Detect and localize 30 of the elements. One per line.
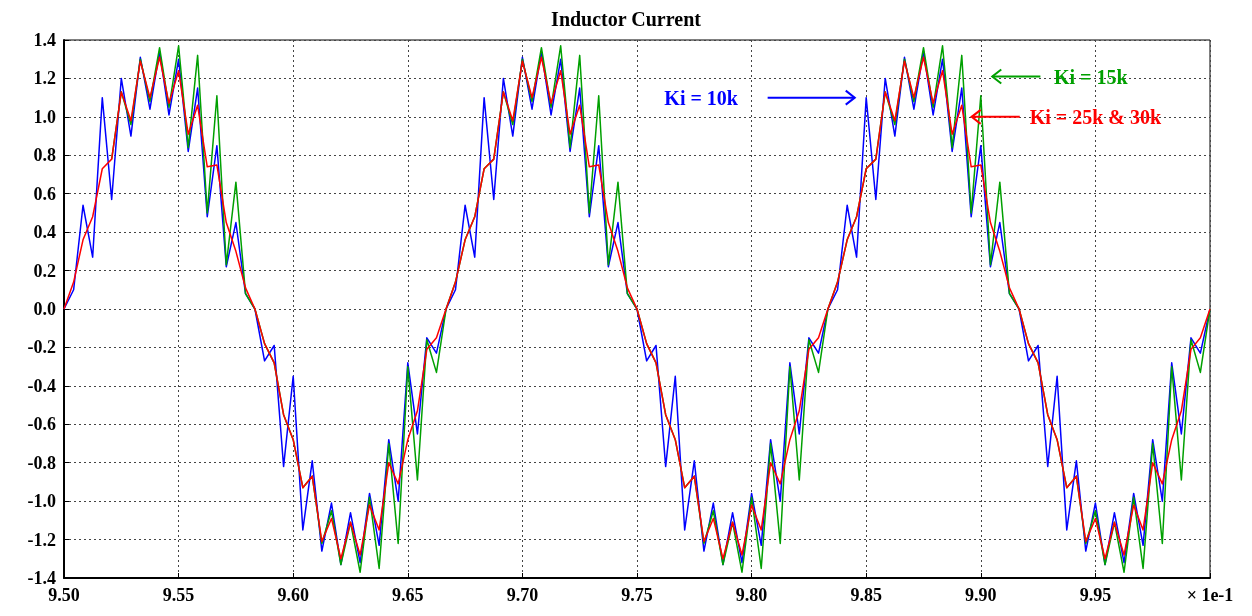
x-tick-label: 9.65 <box>392 585 424 605</box>
x-tick-label: 9.70 <box>506 585 539 605</box>
y-tick-label: 0.2 <box>33 260 56 281</box>
y-tick-label: 1.4 <box>33 30 56 50</box>
y-tick-label: 0.6 <box>33 183 56 204</box>
legend-label: Ki = 15k <box>1054 65 1129 88</box>
y-tick-label: 1.2 <box>33 68 56 89</box>
legend-label: Ki = 25k & 30k <box>1029 105 1162 128</box>
x-tick-label: 9.85 <box>850 585 882 605</box>
x-axis-title: × 1e-1 <box>1186 585 1234 605</box>
y-tick-label: 0.0 <box>33 299 56 319</box>
y-tick-label: 1.0 <box>33 106 56 127</box>
x-tick-label: 9.80 <box>735 585 768 605</box>
y-tick-label: -0.4 <box>27 375 56 396</box>
x-tick-label: 9.95 <box>1079 585 1112 605</box>
y-tick-label: -1.2 <box>27 529 56 550</box>
x-tick-label: 9.90 <box>965 585 997 605</box>
x-tick-label: 9.50 <box>48 585 80 605</box>
x-tick-label: 9.55 <box>162 585 195 605</box>
y-tick-label: 0.8 <box>33 145 56 166</box>
chart-title: Inductor Current <box>551 8 702 30</box>
y-tick-label: -0.8 <box>27 452 56 473</box>
y-tick-label: -1.0 <box>27 491 56 512</box>
y-tick-label: -1.4 <box>27 568 56 588</box>
y-tick-label: 0.4 <box>33 222 56 243</box>
y-tick-label: -0.6 <box>27 414 56 435</box>
text: Ki = 10k <box>664 86 739 109</box>
x-tick-label: 9.75 <box>621 585 653 605</box>
y-tick-label: -0.2 <box>27 337 56 358</box>
x-tick-label: 9.60 <box>277 585 309 605</box>
